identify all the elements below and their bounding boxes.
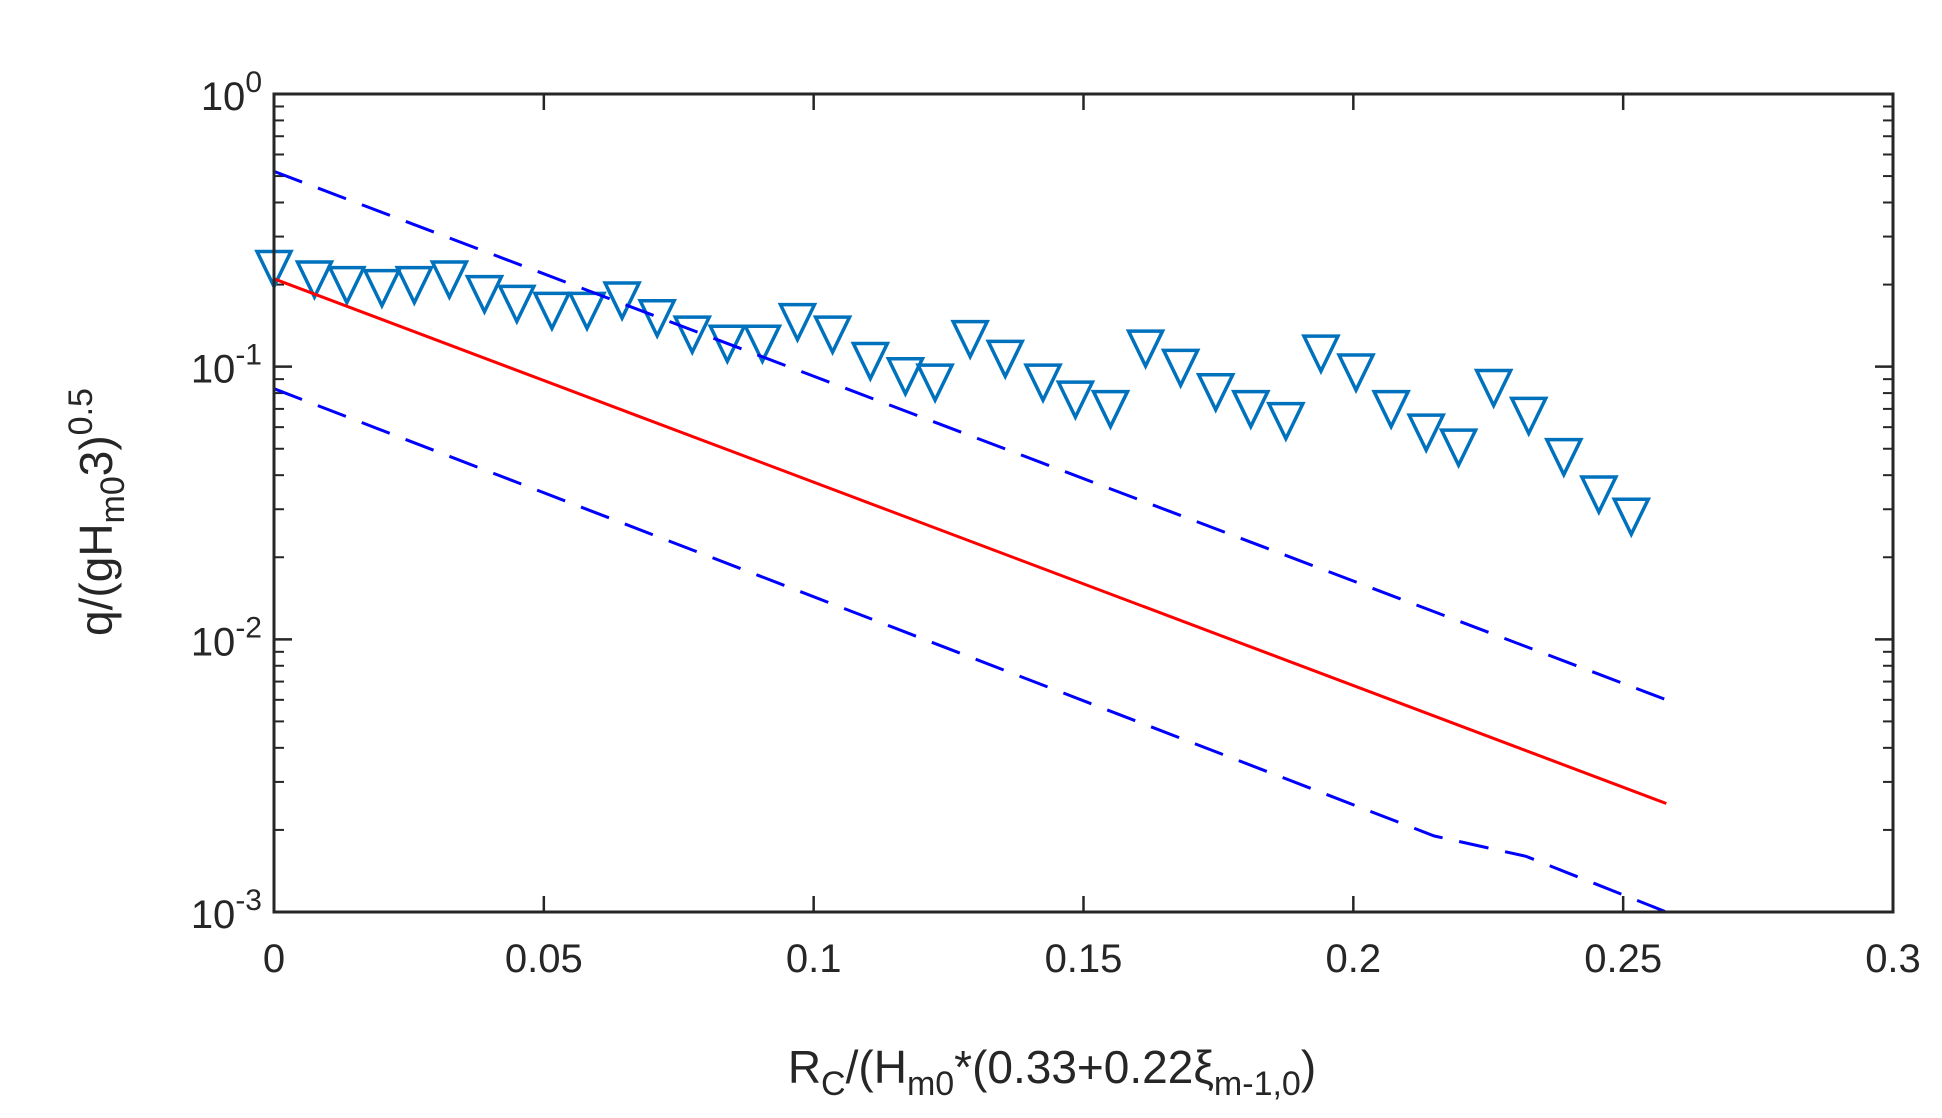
x-axis-label: RC/(Hm0*(0.33+0.22ξm-1,0) — [788, 1041, 1316, 1103]
data-point — [1023, 363, 1063, 405]
data-point — [362, 268, 402, 310]
data-point — [1611, 497, 1652, 539]
y-tick-exponent: -3 — [235, 884, 262, 917]
minor-ticks — [274, 105, 1893, 831]
y-tick-base: 10 — [191, 348, 236, 392]
x-tick-label: 0.25 — [1584, 937, 1662, 981]
data-point — [742, 324, 783, 366]
data-point — [1336, 353, 1376, 395]
x-tick-label: 0.2 — [1326, 937, 1382, 981]
data-point — [885, 356, 926, 398]
y-tick-exponent: 0 — [245, 66, 262, 99]
y-tick-base: 10 — [191, 620, 236, 664]
series-layer — [254, 169, 1667, 914]
data-point — [777, 302, 818, 344]
x-tick-label: 0.1 — [786, 937, 842, 981]
series-line-prediction — [273, 277, 1667, 805]
x-tick-label: 0.3 — [1865, 937, 1921, 981]
series-line-upper-bound — [273, 169, 1667, 702]
data-point — [1125, 329, 1166, 371]
data-point — [1055, 380, 1096, 422]
x-tick-label: 0.15 — [1045, 937, 1123, 981]
data-point — [985, 339, 1026, 381]
data-point — [1544, 437, 1584, 479]
data-point — [1301, 334, 1341, 376]
plot-frame — [272, 92, 1895, 914]
data-point — [1508, 396, 1549, 438]
y-tick-base: 10 — [201, 75, 246, 119]
x-tick-label: 0.05 — [505, 937, 583, 981]
y-tick-label: 10-3 — [191, 884, 262, 937]
data-point — [1090, 389, 1131, 431]
data-point — [464, 274, 505, 316]
y-tick-label: 10-2 — [191, 611, 262, 664]
series-line-lower-bound — [273, 387, 1667, 914]
data-point — [1160, 348, 1201, 390]
x-tick-labels: 0 0.05 0.1 0.15 0.2 0.25 0.3 — [263, 937, 1921, 981]
data-point — [394, 265, 435, 307]
data-point — [1438, 428, 1479, 470]
y-tick-base: 10 — [191, 893, 236, 937]
data-point — [1473, 368, 1514, 410]
data-point — [1231, 389, 1271, 431]
data-point — [1579, 475, 1619, 516]
data-point — [850, 341, 891, 383]
data-point — [429, 260, 470, 302]
y-tick-label: 100 — [201, 66, 262, 119]
data-point — [1266, 401, 1306, 443]
data-point — [1195, 372, 1236, 414]
data-point — [637, 299, 677, 340]
x-tick-label: 0 — [263, 937, 285, 981]
data-point — [532, 291, 572, 333]
data-point — [707, 324, 748, 366]
data-point — [567, 291, 607, 333]
data-point — [1371, 389, 1411, 431]
data-point — [672, 315, 713, 357]
y-tick-exponent: -2 — [235, 611, 262, 644]
y-tick-label: 10-1 — [191, 339, 262, 392]
data-point — [915, 363, 955, 405]
data-point — [327, 265, 367, 307]
data-point — [497, 284, 537, 326]
data-point — [294, 260, 335, 302]
data-point — [950, 319, 990, 361]
data-point — [602, 281, 642, 323]
y-axis-label: q/(gHm03)0.5 — [62, 388, 132, 636]
y-tick-exponent: -1 — [235, 339, 262, 372]
data-point — [1406, 413, 1446, 455]
data-point — [812, 315, 853, 357]
